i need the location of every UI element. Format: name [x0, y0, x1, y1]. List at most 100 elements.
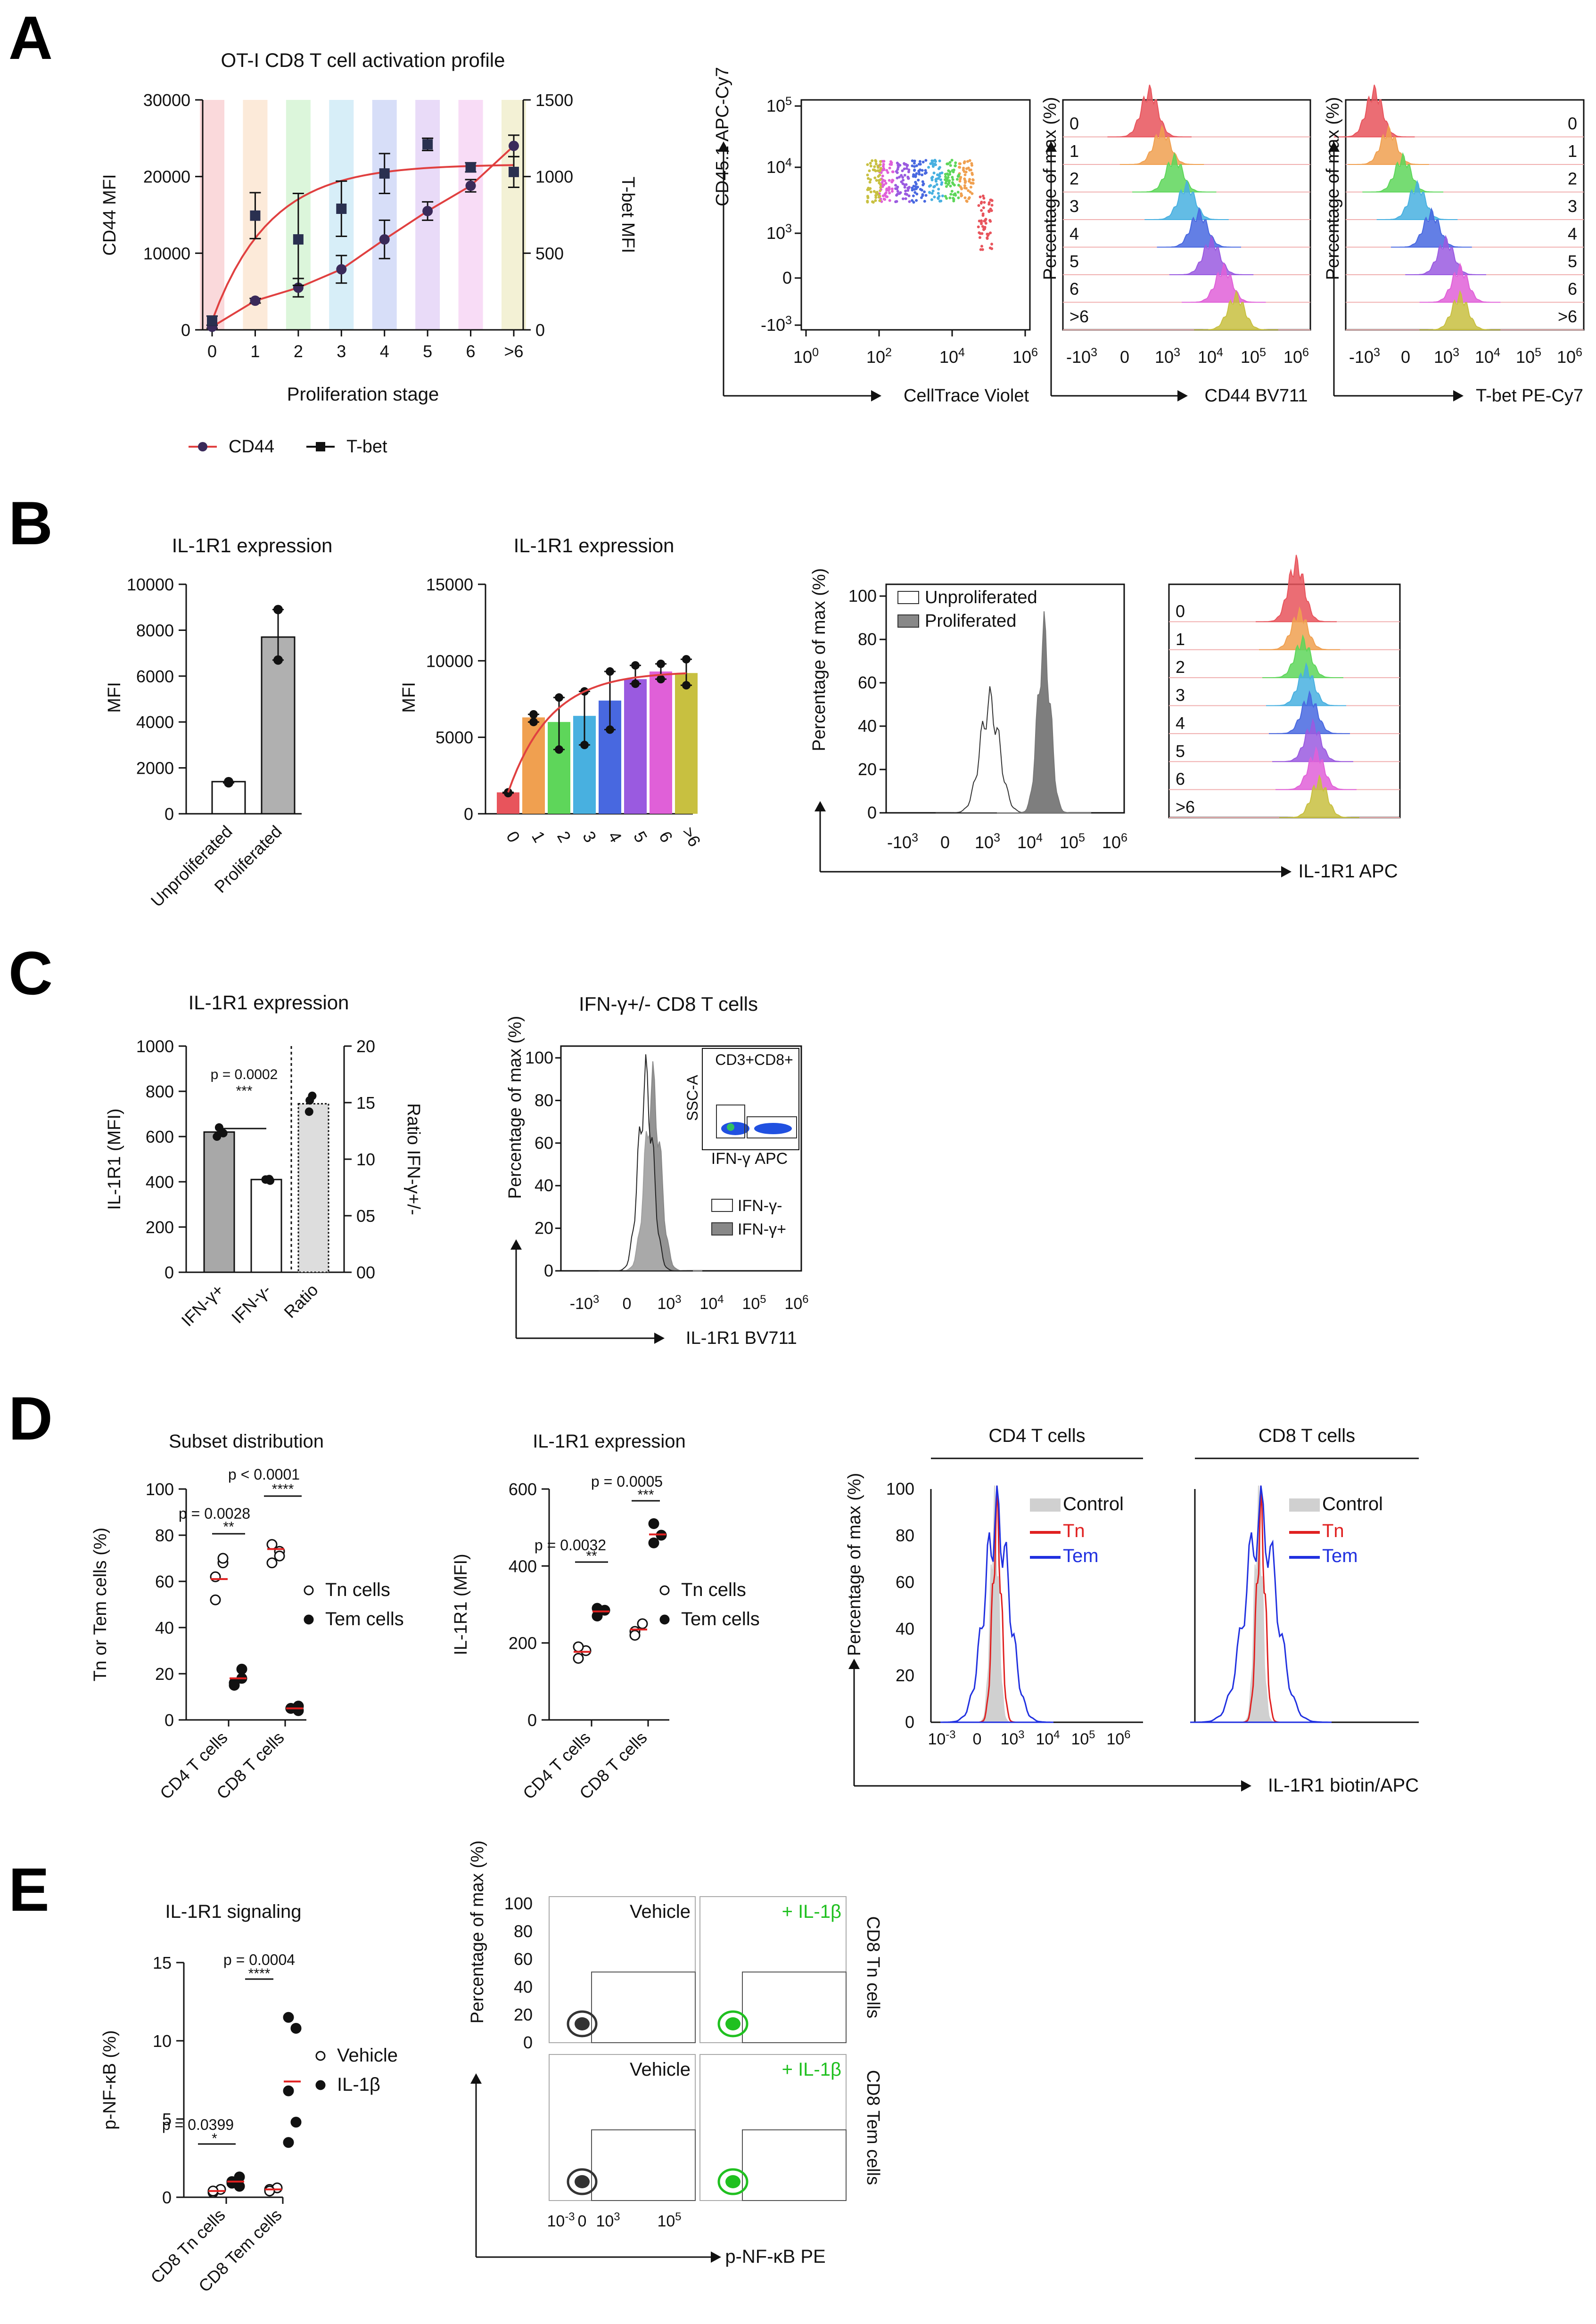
cell-event — [879, 160, 882, 163]
d1-y-axis-tick-label: 100 — [146, 1480, 174, 1499]
cell-event — [968, 180, 971, 183]
d3-legend-control-swatch — [1030, 1498, 1061, 1512]
cell-event — [904, 174, 906, 177]
c2-x-arrow-head — [654, 1333, 665, 1344]
cell-event — [913, 162, 916, 164]
cell-event — [990, 209, 993, 212]
d3-legend-tem: Tem — [1322, 1546, 1358, 1566]
d1-p-value-1: p = 0.0028 — [179, 1505, 250, 1522]
cell-event — [908, 186, 911, 188]
e2-y-tick-label: 20 — [514, 2005, 533, 2024]
cell-event — [966, 160, 969, 163]
c2-x-tick-label: 105 — [742, 1293, 766, 1313]
b3-legend-unproliferated: Unproliferated — [925, 588, 1037, 607]
cell-event — [983, 220, 986, 222]
c2-x-tick-label: 0 — [623, 1295, 632, 1313]
cell-event — [888, 191, 891, 194]
d3-x-tick-label: 106 — [1106, 1728, 1130, 1749]
a3-y-axis-title: Percentage of max (%) — [1040, 97, 1060, 280]
y2-axis-tick-label: 1000 — [535, 167, 573, 187]
e1-p-value-1: p = 0.0399 — [162, 2116, 234, 2133]
d2-point — [649, 1538, 658, 1547]
cell-event — [971, 164, 973, 167]
x-tick-label: 6 — [466, 342, 476, 361]
a2-y-axis-title: CD45.1 APC-Cy7 — [713, 67, 732, 206]
cell-event — [903, 167, 906, 170]
cell-event — [938, 160, 941, 163]
d2-legend-marker — [660, 1586, 669, 1595]
b3-x-tick-label: 105 — [1060, 831, 1085, 852]
e2-row-label-tn: CD8 Tn cells — [863, 1916, 883, 2019]
d1-y-axis-tick-label: 20 — [155, 1664, 174, 1684]
cell-event — [981, 248, 984, 251]
d3-x-tick-label: 105 — [1071, 1728, 1095, 1749]
cell-event — [929, 162, 932, 165]
cell-event — [937, 192, 940, 195]
a3-x-tick-label: 104 — [1198, 346, 1223, 367]
cell-event — [904, 189, 907, 192]
d3-x-tick-label: 10-3 — [928, 1728, 956, 1749]
d3-y-arrow-head — [848, 1659, 860, 1669]
c1-x-tick-label: IFN-γ- — [228, 1280, 275, 1327]
a2-x-tick-label: 102 — [866, 346, 892, 367]
a3-x-arrow-head — [1177, 390, 1188, 401]
d1-stars-2: **** — [272, 1481, 294, 1497]
d2-y-axis-tick-label: 600 — [509, 1480, 537, 1499]
cell-event — [869, 187, 872, 190]
e1-point — [291, 2118, 301, 2127]
stage-band — [459, 100, 483, 330]
cell-event — [888, 188, 891, 190]
cell-event — [952, 178, 954, 181]
cd44-point — [379, 234, 390, 245]
b3-stage-histogram — [1276, 748, 1356, 790]
b2-bar — [522, 717, 545, 814]
cell-event — [873, 165, 876, 168]
c2-x-axis-title: IL-1R1 BV711 — [686, 1328, 797, 1348]
e2-y-tick-label: 100 — [504, 1894, 533, 1913]
c1-y-axis-tick-label: 200 — [146, 1218, 174, 1237]
e2-x-arrow-head — [711, 2251, 721, 2263]
b1-y-axis-tick-label: 10000 — [127, 575, 174, 594]
cell-event — [890, 180, 893, 183]
cell-event — [991, 204, 994, 206]
cell-event — [904, 186, 906, 188]
b3-y-tick-label: 40 — [858, 716, 877, 736]
cell-event — [949, 161, 952, 164]
b2-bar — [650, 671, 672, 814]
cell-event — [895, 200, 898, 203]
cell-event — [899, 191, 902, 194]
cell-event — [912, 195, 915, 197]
b3-y-arrow-head — [814, 801, 826, 811]
cell-event — [927, 166, 930, 169]
d3-x-axis-title: IL-1R1 biotin/APC — [1268, 1775, 1419, 1796]
a3-x-axis-title: CD44 BV711 — [1205, 386, 1308, 406]
e1-y-axis-title: p-NF-κB (%) — [100, 2030, 120, 2129]
y-axis-tick-label: 30000 — [143, 90, 190, 110]
a2-y-tick-label: 0 — [782, 268, 792, 287]
e2-condition-label: Vehicle — [630, 2059, 691, 2080]
a4-stage-label: 4 — [1568, 224, 1577, 244]
cell-event — [949, 164, 952, 167]
cell-event — [963, 170, 966, 173]
b2-x-tick-label: 5 — [630, 828, 651, 846]
tbet-point — [250, 211, 260, 221]
e1-title: IL-1R1 signaling — [165, 1901, 301, 1922]
e2-x-tick-label: 0 — [578, 2212, 587, 2230]
cell-event — [913, 191, 916, 194]
b2-point — [606, 667, 614, 676]
cell-event — [904, 193, 907, 196]
d1-y-axis-tick-label: 80 — [155, 1526, 174, 1545]
c2-inset-title: CD3+CD8+ — [715, 1051, 793, 1068]
cell-event — [933, 163, 936, 165]
cell-event — [873, 177, 876, 180]
cell-event — [869, 178, 872, 181]
b2-y-axis-tick-label: 10000 — [426, 651, 473, 671]
cell-event — [979, 196, 982, 198]
c1-y2-axis-tick-label: 10 — [356, 1150, 375, 1169]
c1-y-axis-tick-label: 1000 — [136, 1037, 174, 1056]
d1-legend-marker — [304, 1615, 313, 1624]
y2-axis-title: T-bet MFI — [618, 177, 638, 254]
a2-y-tick-label: 103 — [766, 222, 792, 243]
cell-event — [951, 169, 954, 172]
cell-event — [915, 199, 918, 202]
